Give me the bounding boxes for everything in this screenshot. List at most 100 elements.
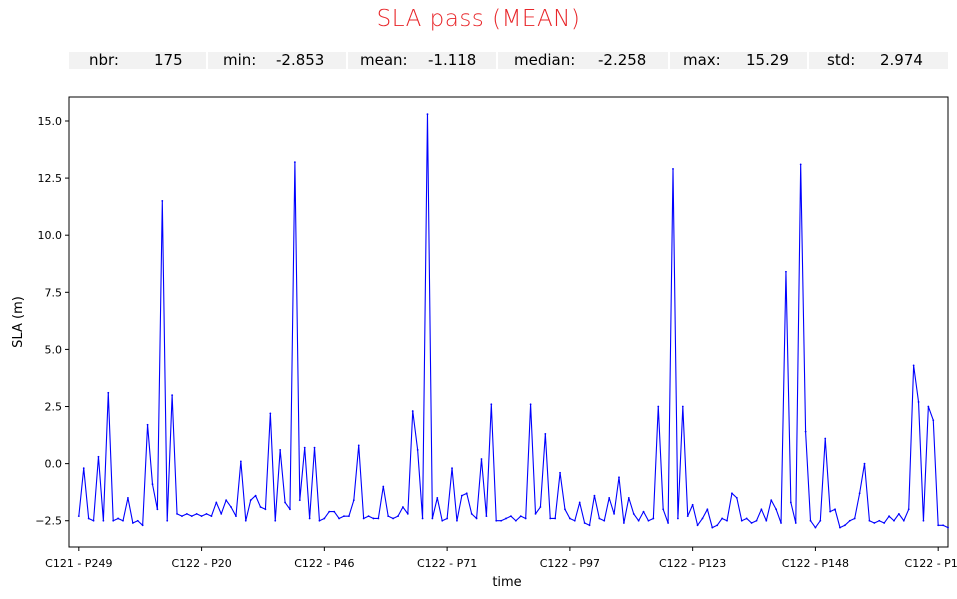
data-point [686,515,689,518]
data-point [554,517,557,520]
data-point [672,168,674,170]
data-point [937,524,940,527]
data-point [799,163,802,166]
data-point [529,403,532,406]
data-point [814,526,817,529]
data-point [514,519,517,522]
stat-value: -2.853 [276,51,325,69]
stat-median: median: -2.258 [498,52,668,69]
data-point [794,522,797,524]
data-point [357,444,360,447]
x-tick-label: C122 - P46 [294,557,354,570]
data-point [539,506,542,508]
data-point [446,517,449,520]
data-point [907,508,910,511]
data-point [303,446,306,449]
series-line [78,113,949,529]
data-point [603,519,606,522]
data-point [470,512,473,515]
data-point [352,499,355,502]
stats-bar: nbr: 175 min: -2.853 mean: -1.118 median… [69,52,948,69]
data-point [185,512,188,515]
data-point [726,519,728,522]
data-point [397,515,399,518]
data-point [721,517,724,520]
data-point [279,449,282,451]
data-point [524,517,527,520]
data-point [190,515,193,518]
data-point [460,494,463,497]
data-point [249,499,252,502]
data-point [731,492,733,495]
data-point [225,499,228,502]
data-point [765,519,768,522]
data-point [254,494,257,497]
data-point [593,494,596,497]
data-point [141,524,144,527]
data-point [632,512,635,515]
data-point [834,508,836,511]
data-point [82,467,85,470]
data-point [716,524,719,527]
data-point [627,496,630,499]
data-point [519,515,522,518]
data-point [809,519,812,522]
data-point [239,460,242,463]
data-point [485,515,488,518]
stat-max: max: 15.29 [670,52,807,69]
data-point [298,499,301,502]
data-point [760,508,763,511]
plot-frame [68,96,949,548]
data-point [328,510,331,513]
data-point [608,496,611,499]
data-point [107,391,110,394]
data-point [102,519,105,522]
data-point [893,519,895,522]
data-point [932,419,935,422]
data-point [92,519,95,522]
data-point [505,517,507,520]
stat-mean: mean: -1.118 [348,52,496,69]
stat-label: min: [223,51,257,69]
data-point [402,506,404,508]
data-point [568,517,571,520]
data-point [843,524,846,527]
data-point [510,515,512,518]
data-point [131,522,134,524]
y-tick-label: 12.5 [38,172,63,185]
data-point [151,483,154,486]
data-point [387,515,390,518]
data-point [873,522,876,524]
data-point [681,405,684,408]
data-point [161,200,164,202]
x-tick-label: C122 - P174 [905,557,957,570]
data-point [97,455,100,458]
data-point [740,519,743,522]
x-tick-label: C121 - P249 [45,557,112,570]
data-point [308,517,311,520]
data-point [200,515,203,518]
data-point [421,517,424,520]
data-point [244,519,247,522]
data-point [642,510,645,513]
data-point [775,508,778,511]
data-point [490,403,493,406]
y-tick-label: −2.5 [35,515,62,528]
y-tick-label: 10.0 [38,229,63,242]
data-point [902,519,905,522]
data-point [564,508,566,511]
x-axis-label: time [492,575,521,590]
data-point [637,519,640,522]
data-point [858,492,861,495]
y-tick-label: 5.0 [45,343,63,356]
data-point [338,517,340,520]
data-point [441,519,444,522]
data-point [711,526,714,529]
data-point [181,515,183,518]
data-point [348,515,350,518]
data-point [127,496,129,499]
data-point [117,517,120,520]
data-point [377,517,380,520]
data-point [888,515,890,518]
data-point [411,410,414,412]
